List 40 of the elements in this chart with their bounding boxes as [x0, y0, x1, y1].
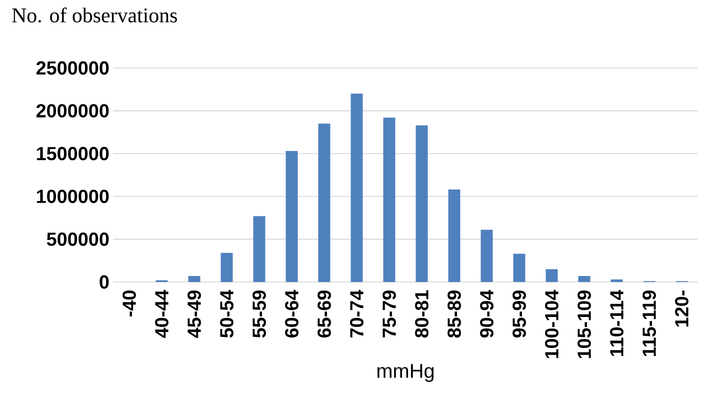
x-tick-label: 90-94 [480, 290, 494, 338]
bar [350, 94, 363, 282]
bar [253, 216, 266, 282]
x-tick-label: 95-99 [512, 290, 526, 338]
y-axis-title: No. of observations [12, 8, 177, 23]
y-tick-label: 2500000 [36, 61, 109, 75]
bar [610, 279, 623, 282]
x-tick-label: 120- [675, 290, 688, 326]
y-tick-label: 500000 [46, 232, 109, 246]
x-tick-label: 80-81 [415, 290, 428, 338]
y-tick-label: 1500000 [36, 146, 109, 160]
x-tick-label: 100-104 [545, 290, 558, 358]
bar [448, 190, 460, 282]
bar [416, 125, 428, 282]
x-axis-title: mmHg [377, 364, 434, 382]
x-tick-label: 110-114 [610, 290, 624, 356]
bar [318, 124, 330, 282]
x-tick-label: 70-74 [350, 290, 364, 338]
x-tick-label: 115-119 [642, 290, 656, 356]
y-tick-label: 1000000 [36, 190, 109, 204]
x-tick-label: 45-49 [188, 290, 201, 338]
y-tick-label: 0 [100, 275, 109, 289]
x-tick-label: 75-79 [382, 290, 396, 338]
x-tick-label: 50-54 [220, 290, 234, 338]
x-tick-label: 85-89 [448, 290, 461, 338]
y-tick-label: 2000000 [36, 104, 109, 118]
bar [513, 254, 526, 282]
bar [578, 276, 590, 282]
x-tick-label: 65-69 [318, 290, 331, 338]
bar [383, 118, 396, 282]
bar [188, 276, 200, 282]
x-tick-label: 105-109 [578, 290, 591, 358]
x-tick-label: 55-59 [252, 290, 266, 338]
bar [546, 269, 558, 282]
bar [480, 230, 493, 282]
bar [220, 252, 233, 282]
x-tick-label: 60-64 [285, 290, 298, 338]
x-tick-label: 40-44 [155, 290, 168, 338]
bar [286, 151, 298, 282]
x-tick-label: -40 [122, 290, 136, 316]
